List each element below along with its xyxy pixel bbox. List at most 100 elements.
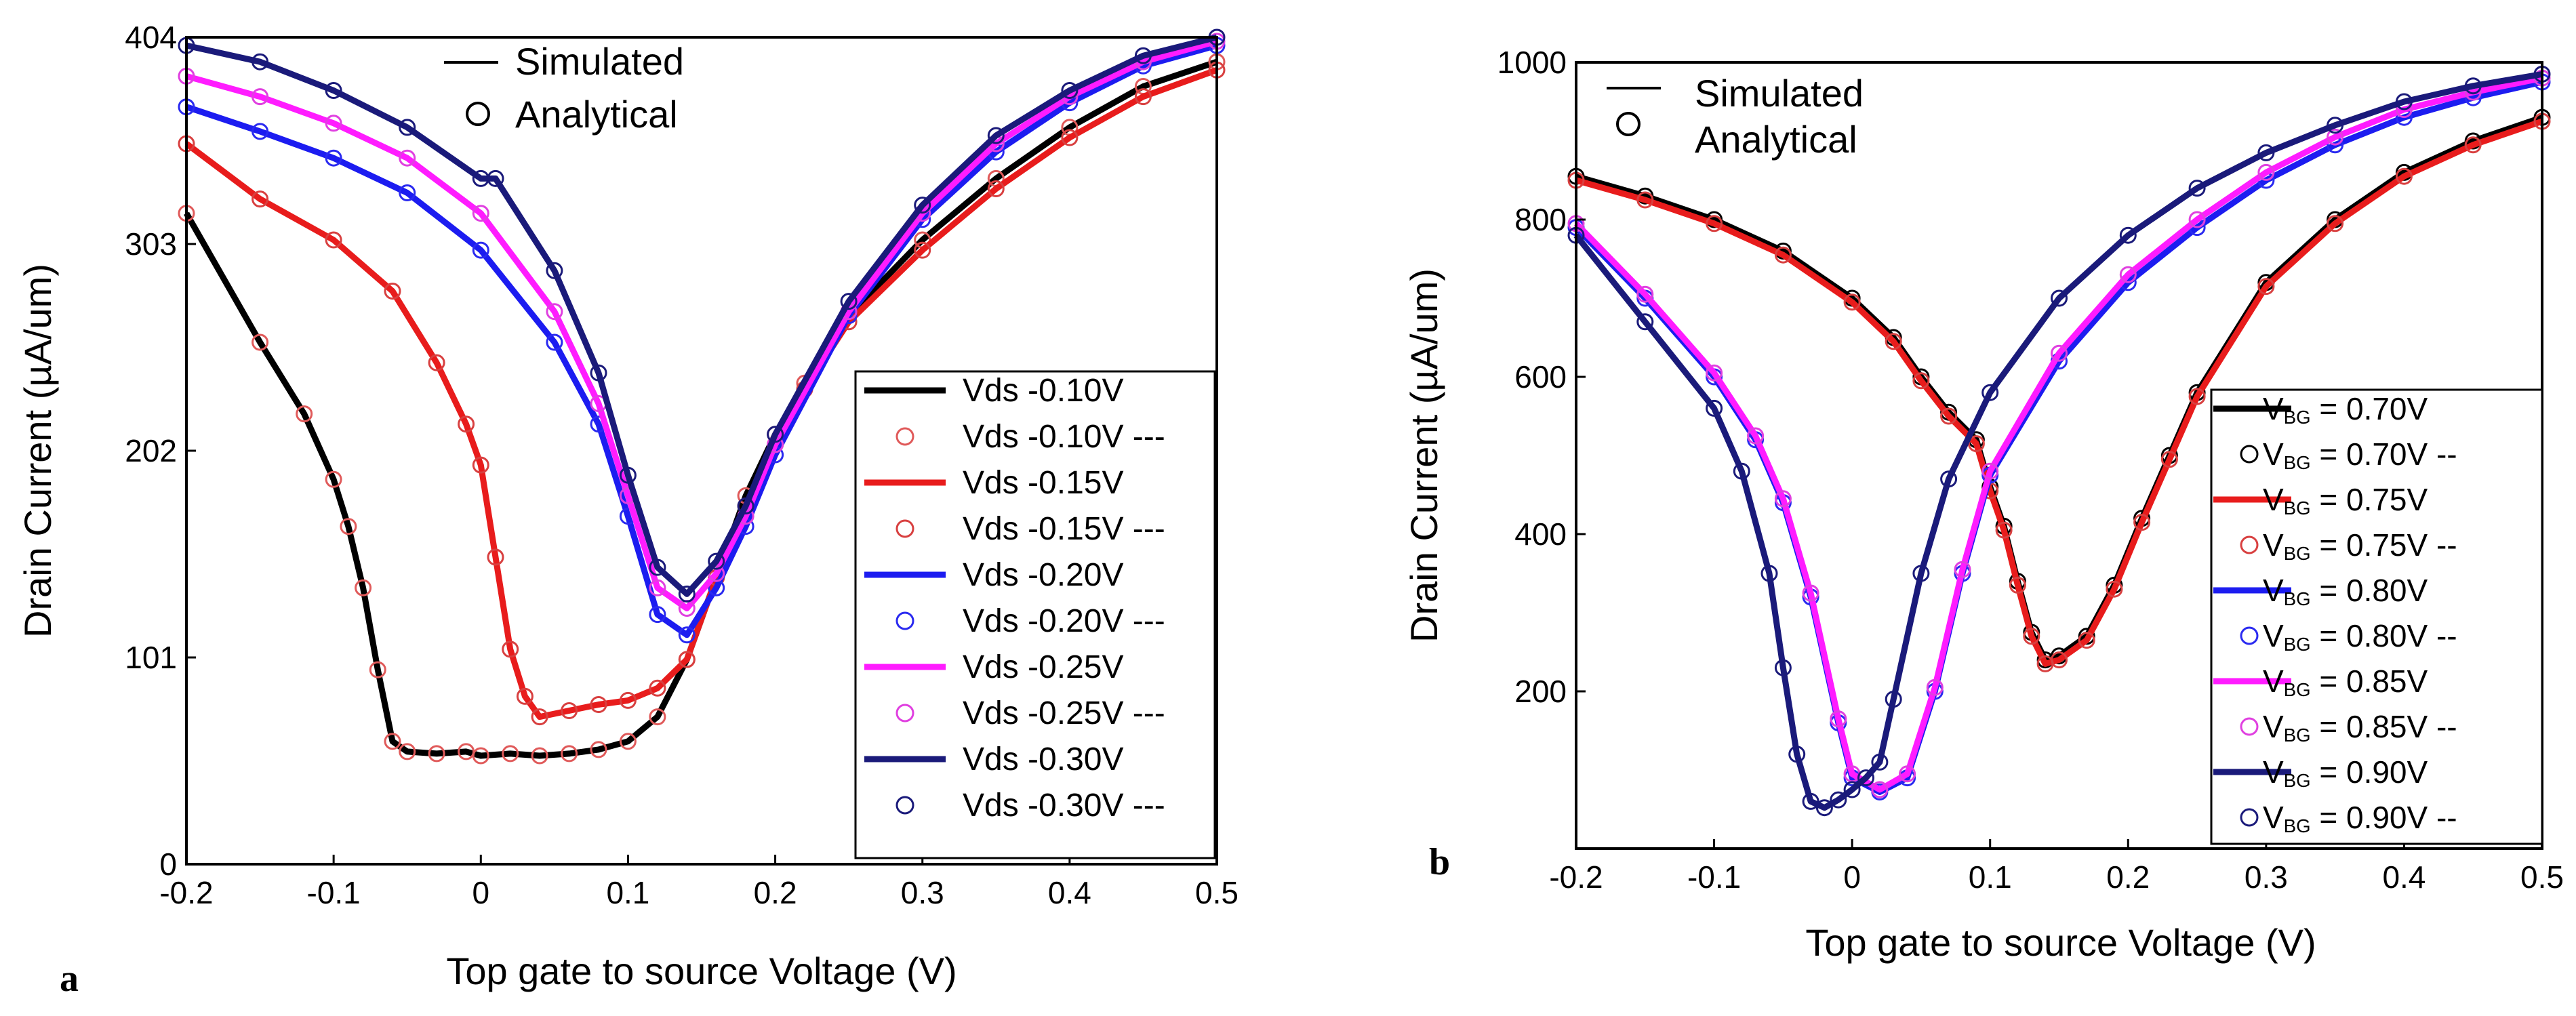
panel-a-data-point bbox=[472, 205, 489, 222]
panel-b-data-point bbox=[2257, 163, 2275, 181]
panel-a-y-tick-label: 101 bbox=[125, 640, 177, 675]
panel-a-data-point bbox=[590, 364, 607, 382]
panel-b-data-point bbox=[2188, 211, 2206, 228]
panel-a-legend-marker-swatch bbox=[895, 704, 914, 723]
panel-b-series-line bbox=[1573, 70, 2543, 811]
panel-a-data-point bbox=[678, 626, 696, 644]
panel-a-data-point bbox=[649, 558, 666, 576]
panel-a-legend-marker-swatch bbox=[895, 427, 914, 446]
panel-b-y-axis-label: Drain Current (µA/um) bbox=[1403, 268, 1445, 643]
panel-b-data-point bbox=[2188, 388, 2206, 405]
panel-a-data-point bbox=[472, 456, 489, 474]
panel-a-legend-label: Vds -0.25V bbox=[963, 649, 1123, 685]
panel-a-data-point bbox=[914, 197, 931, 214]
panel-b-analytical-legend-label: Analytical bbox=[1695, 118, 1857, 161]
panel-b-legend-label: VBG = 0.90V -- bbox=[2263, 800, 2457, 836]
panel-b-data-point bbox=[2327, 128, 2344, 146]
panel-a-data-point bbox=[340, 518, 357, 535]
panel-a-y-tick-label: 0 bbox=[159, 847, 177, 882]
panel-a-legend-label: Vds -0.30V --- bbox=[963, 788, 1165, 824]
panel-a-data-point bbox=[1134, 88, 1152, 106]
panel-b-x-tick-label: 0.2 bbox=[2106, 859, 2150, 895]
panel-b-data-point bbox=[2395, 167, 2413, 185]
panel-a-data-point bbox=[987, 127, 1005, 144]
panel-b-series-legend: VBG = 0.70V VBG = 0.70V -- VBG = 0.75V VBG … bbox=[2210, 388, 2543, 845]
panel-a-data-point bbox=[914, 241, 931, 259]
panel-b-data-point bbox=[1636, 285, 1654, 303]
panel-b-data-point bbox=[2106, 580, 2123, 598]
panel-a-legend-label: Vds -0.20V --- bbox=[963, 603, 1165, 639]
panel-b-legend-label: VBG = 0.75V -- bbox=[2263, 527, 2457, 564]
panel-b-data-point bbox=[1871, 781, 1889, 798]
panel-a-data-point bbox=[399, 743, 416, 760]
panel-b-x-axis-label: Top gate to source Voltage (V) bbox=[1805, 921, 2316, 964]
panel-a-x-tick-label: 0.3 bbox=[901, 875, 944, 910]
panel-b-data-point bbox=[1788, 746, 1806, 763]
panel-a-x-tick-label: 0.5 bbox=[1195, 875, 1239, 910]
panel-b-data-point bbox=[1995, 521, 2013, 539]
panel-a-x-tick-label: 0 bbox=[472, 875, 489, 910]
panel-b-simulated-legend-label: Simulated bbox=[1695, 72, 1864, 115]
panel-b-legend-label: VBG = 0.85V bbox=[2263, 664, 2428, 700]
panel-a-legend-marker-swatch bbox=[895, 611, 914, 630]
panel-a-data-point bbox=[546, 303, 563, 321]
panel-b-data-point bbox=[1954, 561, 1971, 578]
panel-b-data-point bbox=[1981, 462, 1999, 480]
panel-a-data-point bbox=[561, 702, 578, 719]
panel-a-data-point bbox=[590, 696, 607, 713]
panel-a-data-point bbox=[428, 354, 445, 371]
panel-b-data-point bbox=[1760, 565, 1778, 582]
panel-a-data-point bbox=[502, 641, 519, 658]
panel-a-data-point bbox=[546, 262, 563, 279]
panel-a-data-point bbox=[399, 149, 416, 167]
panel-a-legend-marker-swatch bbox=[895, 519, 914, 538]
panel-a-data-point bbox=[1061, 129, 1079, 146]
panel-b-legend-marker-swatch bbox=[2240, 445, 2259, 464]
panel-b-y-tick-label: 1000 bbox=[1497, 45, 1567, 80]
panel-a-data-point bbox=[384, 733, 401, 750]
panel-a-data-point bbox=[487, 169, 504, 187]
panel-a-chart: -0.2 -0.1 0 0.1 0.2 0.3 0.4 0.5 0 101 202 303 404 Si… bbox=[16, 20, 1239, 1000]
panel-a-data-point bbox=[590, 741, 607, 758]
panel-a-data-point bbox=[325, 82, 342, 99]
panel-a-series-legend: Vds -0.10V Vds -0.10V --- Vds -0.15V Vds -0… bbox=[854, 370, 1216, 859]
panel-b-data-point bbox=[2464, 136, 2482, 154]
panel-b-y-tick-label: 600 bbox=[1514, 359, 1567, 394]
panel-a-data-point bbox=[737, 497, 754, 514]
panel-b-series-1 bbox=[1567, 113, 2551, 672]
panel-a-data-point bbox=[472, 241, 489, 259]
panel-a-data-point bbox=[369, 661, 386, 678]
panel-b-data-point bbox=[1706, 364, 1723, 382]
panel-a-legend-box bbox=[854, 370, 1216, 859]
panel-a-series-0 bbox=[178, 53, 1226, 765]
panel-a-data-point bbox=[561, 745, 578, 763]
panel-b-data-point bbox=[1981, 384, 1999, 401]
panel-a-data-point bbox=[619, 466, 637, 484]
panel-b-data-point bbox=[1802, 584, 1819, 602]
panel-a-style-legend: Simulated Analytical bbox=[444, 40, 684, 136]
panel-b-data-point bbox=[2257, 144, 2275, 161]
panel-b-data-point bbox=[1636, 191, 1654, 209]
panel-b-data-point bbox=[2078, 632, 2095, 649]
panel-b-data-point bbox=[2133, 514, 2151, 531]
panel-a-data-point bbox=[987, 180, 1005, 197]
panel-a-data-point bbox=[487, 548, 504, 566]
panel-a-data-point bbox=[399, 184, 416, 201]
panel-a-label: a bbox=[60, 958, 79, 1000]
panel-b-data-point bbox=[1940, 407, 1958, 425]
panel-b-data-point bbox=[1815, 799, 1833, 817]
panel-a-series-1 bbox=[178, 61, 1226, 726]
panel-a-x-tick-label: 0.2 bbox=[754, 875, 797, 910]
panel-a-data-point bbox=[649, 679, 666, 697]
panel-a-legend-label: Vds -0.20V bbox=[963, 557, 1123, 593]
panel-b-x-tick-label: 0 bbox=[1843, 859, 1861, 895]
panel-a-series-line bbox=[184, 58, 1218, 759]
panel-b-label: b bbox=[1429, 841, 1450, 883]
panel-a-data-point bbox=[1134, 47, 1152, 64]
panel-b-y-tick-label: 400 bbox=[1514, 516, 1567, 552]
panel-b-series-line bbox=[1575, 118, 2543, 667]
panel-b-x-tick-label: 0.5 bbox=[2520, 859, 2564, 895]
panel-b-legend-label: VBG = 0.75V bbox=[2263, 482, 2428, 519]
panel-a-analytical-legend-label: Analytical bbox=[515, 93, 678, 136]
